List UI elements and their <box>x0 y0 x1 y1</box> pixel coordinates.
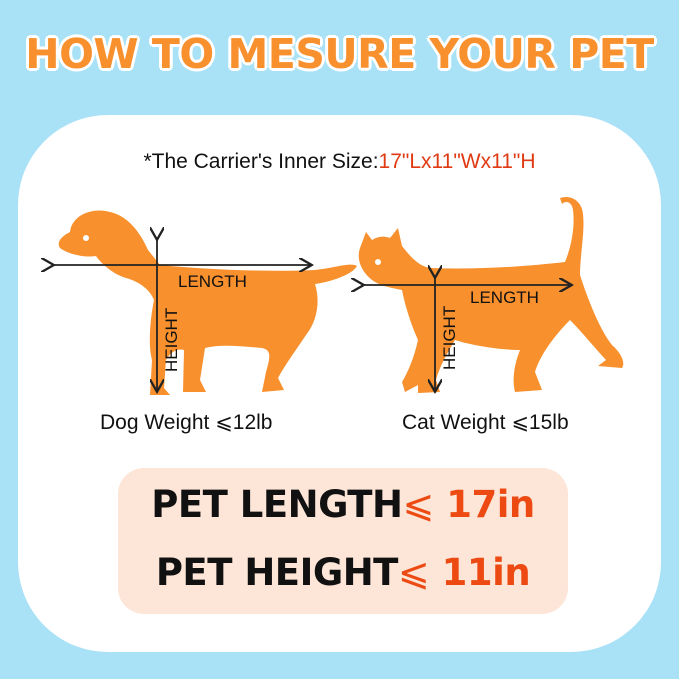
pet-height-value: 11in <box>441 551 531 594</box>
less-equal-symbol: ⩽ <box>402 482 435 526</box>
dog-silhouette <box>58 210 357 395</box>
pet-length-value: 17in <box>446 483 535 526</box>
page-title: HOW TO MESURE YOUR PET <box>25 30 654 78</box>
carrier-size-value: 17"Lx11"Wx11"H <box>378 150 536 173</box>
carrier-size-label: *The Carrier's Inner Size: <box>143 150 379 173</box>
pet-length-label: PET LENGTH <box>151 483 403 526</box>
dog-height-label: HEIGHT <box>162 308 181 372</box>
pet-length-limit: PET LENGTH⩽ 17in <box>118 482 568 526</box>
pet-height-limit: PET HEIGHT⩽ 11in <box>118 550 568 594</box>
cat-silhouette <box>358 196 624 393</box>
carrier-size: *The Carrier's Inner Size:17"Lx11"Wx11"H <box>0 150 679 174</box>
pet-height-label: PET HEIGHT <box>155 551 399 594</box>
dog-length-label: LENGTH <box>178 272 247 291</box>
cat-weight: Cat Weight ⩽15lb <box>402 411 569 434</box>
cat-length-label: LENGTH <box>470 288 539 307</box>
less-equal-symbol: ⩽ <box>397 550 430 594</box>
pet-limits-box: PET LENGTH⩽ 17in PET HEIGHT⩽ 11in <box>118 468 568 614</box>
dog-weight: Dog Weight ⩽12lb <box>100 411 273 434</box>
cat-height-label: HEIGHT <box>440 306 459 370</box>
